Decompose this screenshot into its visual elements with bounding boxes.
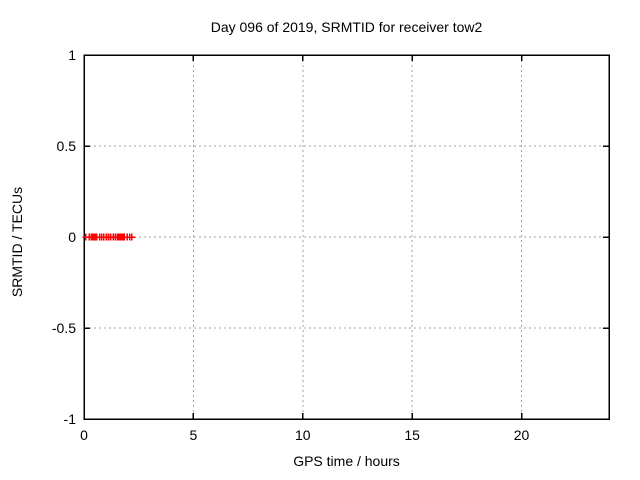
x-tick-label: 15 [404,427,420,443]
x-tick-label: 20 [514,427,530,443]
x-tick-label: 5 [189,427,197,443]
chart-title: Day 096 of 2019, SRMTID for receiver tow… [210,19,483,35]
y-tick-label: 1 [68,47,76,63]
y-tick-label: 0 [68,229,76,245]
y-tick-label: 0.5 [57,138,77,154]
x-axis-label: GPS time / hours [293,453,400,469]
y-tick-label: -1 [64,411,77,427]
y-tick-label: -0.5 [52,320,76,336]
x-tick-label: 0 [80,427,88,443]
x-tick-label: 10 [295,427,311,443]
